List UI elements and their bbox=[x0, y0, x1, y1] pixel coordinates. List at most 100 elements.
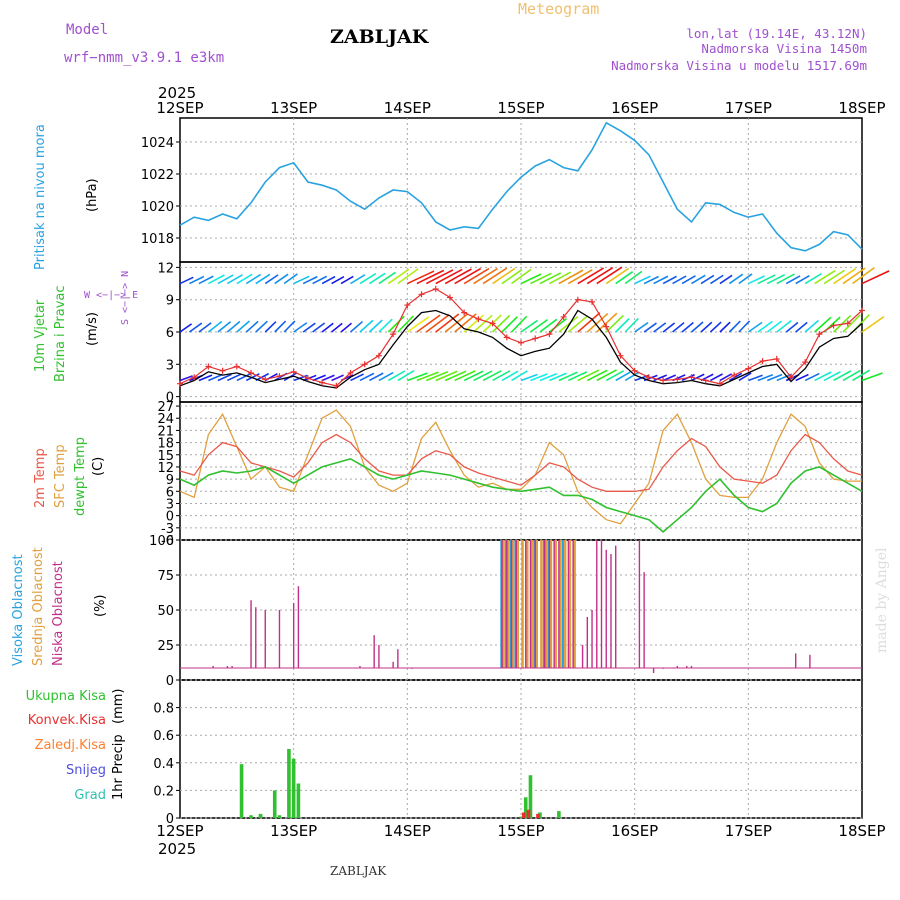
wind-barb bbox=[785, 321, 799, 333]
wind-barb bbox=[510, 315, 528, 333]
precip-legend-conv: Konvek.Kisa bbox=[28, 713, 106, 728]
chart-marks bbox=[177, 121, 890, 818]
wind-barb bbox=[378, 371, 394, 382]
x-tick-label-top: 16SEP bbox=[611, 99, 658, 117]
y-tick-label: 25 bbox=[157, 639, 174, 654]
wind-barb bbox=[700, 274, 715, 285]
wind-barb bbox=[312, 322, 326, 333]
wind-barb bbox=[397, 370, 415, 382]
wind-gust-marker bbox=[560, 313, 567, 320]
y-tick-label: 0 bbox=[166, 391, 174, 406]
wind-barb bbox=[236, 273, 253, 285]
precip-bar bbox=[291, 758, 296, 818]
wind-barb bbox=[492, 314, 511, 333]
y-tick-label: 12 bbox=[157, 261, 174, 276]
x-tick-label-bottom: 13SEP bbox=[270, 822, 317, 840]
wind-barb bbox=[728, 320, 741, 333]
wind-barb bbox=[369, 272, 386, 285]
wind-gust-marker bbox=[787, 374, 794, 381]
wind-barb bbox=[653, 275, 669, 285]
wind-barb bbox=[785, 275, 801, 285]
wind-barb bbox=[558, 315, 579, 333]
wind-barb bbox=[766, 273, 786, 285]
wind-ylabel-2: Brzina i Pravac bbox=[53, 285, 68, 382]
wind-barb bbox=[662, 275, 677, 285]
cloud-unit: (%) bbox=[93, 595, 108, 618]
wind-barb bbox=[501, 316, 518, 333]
wind-barb bbox=[454, 267, 482, 285]
wind-barb bbox=[435, 370, 458, 382]
wind-barb bbox=[274, 320, 287, 333]
wind-barb bbox=[217, 321, 232, 333]
wind-barb bbox=[350, 373, 364, 382]
wind-gust-marker bbox=[603, 323, 610, 330]
precip-bar bbox=[258, 813, 263, 818]
wind-barb bbox=[539, 272, 562, 285]
y-tick-label: 21 bbox=[157, 424, 174, 439]
y-tick-label: 1018 bbox=[141, 232, 174, 247]
wind-barb bbox=[283, 320, 296, 333]
wind-speed-line bbox=[179, 309, 863, 389]
precip-bar bbox=[277, 815, 282, 818]
wind-barb bbox=[558, 269, 584, 285]
wind-barb bbox=[283, 273, 298, 285]
wind-barb bbox=[539, 318, 558, 333]
wind-barb bbox=[795, 373, 809, 382]
wind-barb bbox=[425, 269, 454, 285]
wind-barb bbox=[482, 370, 502, 382]
wind-barb bbox=[217, 373, 232, 382]
y-tick-label: 75 bbox=[157, 569, 174, 584]
wind-gust-marker bbox=[759, 358, 766, 365]
wind-barb bbox=[833, 268, 857, 285]
precip-bar bbox=[523, 797, 528, 818]
wind-gust-marker bbox=[688, 374, 695, 381]
wind-barb bbox=[264, 274, 279, 285]
wind-barb bbox=[359, 272, 377, 285]
wind-gust-marker bbox=[432, 285, 439, 292]
x-tick-label-top: 15SEP bbox=[497, 99, 544, 117]
cloud-ylabel-2: Srednja Oblacnost bbox=[31, 547, 46, 666]
wind-barb bbox=[823, 269, 846, 285]
wind-gust-marker bbox=[375, 352, 382, 359]
wind-barb bbox=[747, 321, 763, 333]
y-tick-label: 9 bbox=[166, 294, 174, 309]
wind-barb bbox=[492, 267, 516, 285]
wind-barb bbox=[710, 274, 724, 285]
wind-gust-marker bbox=[446, 294, 453, 301]
wind-barb bbox=[653, 322, 667, 333]
y-tick-label: 0.2 bbox=[153, 784, 174, 799]
y-tick-label: 0.4 bbox=[153, 757, 174, 772]
precip-bar bbox=[557, 811, 561, 818]
wind-barb bbox=[728, 372, 743, 382]
wind-gust-marker bbox=[830, 322, 837, 329]
wind-barb bbox=[227, 373, 242, 382]
precip-bar bbox=[272, 790, 277, 818]
wind-gust-marker bbox=[290, 368, 297, 375]
wind-gust-marker bbox=[205, 363, 212, 370]
wind-barb bbox=[596, 369, 617, 382]
x-tick-label-bottom: 14SEP bbox=[384, 822, 431, 840]
x-tick-label-top: 17SEP bbox=[725, 99, 772, 117]
wind-gust-marker bbox=[489, 320, 496, 327]
wind-gust-marker bbox=[475, 316, 482, 323]
wind-barb bbox=[179, 323, 193, 333]
wind-barb bbox=[833, 370, 852, 382]
credit-text: made by Angel bbox=[874, 547, 890, 653]
wind-barb bbox=[340, 275, 354, 285]
wind-barb bbox=[586, 266, 614, 285]
wind-barb bbox=[350, 274, 366, 285]
wind-barb bbox=[672, 322, 685, 333]
wind-barb bbox=[653, 374, 668, 382]
wind-barb bbox=[236, 373, 251, 382]
wind-barb bbox=[549, 271, 572, 285]
wind-gust-marker bbox=[404, 302, 411, 309]
precip-bar bbox=[528, 775, 533, 818]
x-tick-label-bottom: 12SEP bbox=[156, 822, 203, 840]
wind-barb bbox=[226, 320, 241, 333]
wind-barb bbox=[255, 273, 271, 285]
pressure-line bbox=[179, 121, 863, 252]
y-tick-label: 1020 bbox=[141, 200, 174, 215]
precip-unit: (mm) bbox=[111, 689, 126, 724]
precip-bar bbox=[526, 809, 531, 818]
wind-barb bbox=[520, 373, 538, 382]
